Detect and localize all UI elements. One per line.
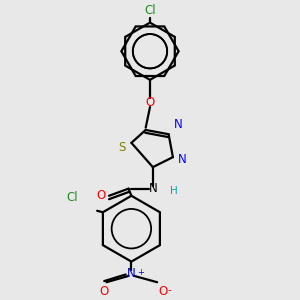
Text: +: +	[137, 268, 144, 277]
Text: Cl: Cl	[67, 191, 78, 204]
Text: Cl: Cl	[144, 4, 156, 17]
Text: O: O	[159, 284, 168, 298]
Text: H: H	[170, 187, 178, 196]
Text: N: N	[173, 118, 182, 131]
Text: S: S	[118, 141, 126, 154]
Text: O: O	[96, 189, 106, 202]
Text: -: -	[168, 285, 171, 295]
Text: N: N	[178, 153, 187, 166]
Text: O: O	[100, 284, 109, 298]
Text: N: N	[148, 182, 157, 195]
Text: O: O	[146, 96, 154, 109]
Text: N: N	[127, 267, 136, 280]
